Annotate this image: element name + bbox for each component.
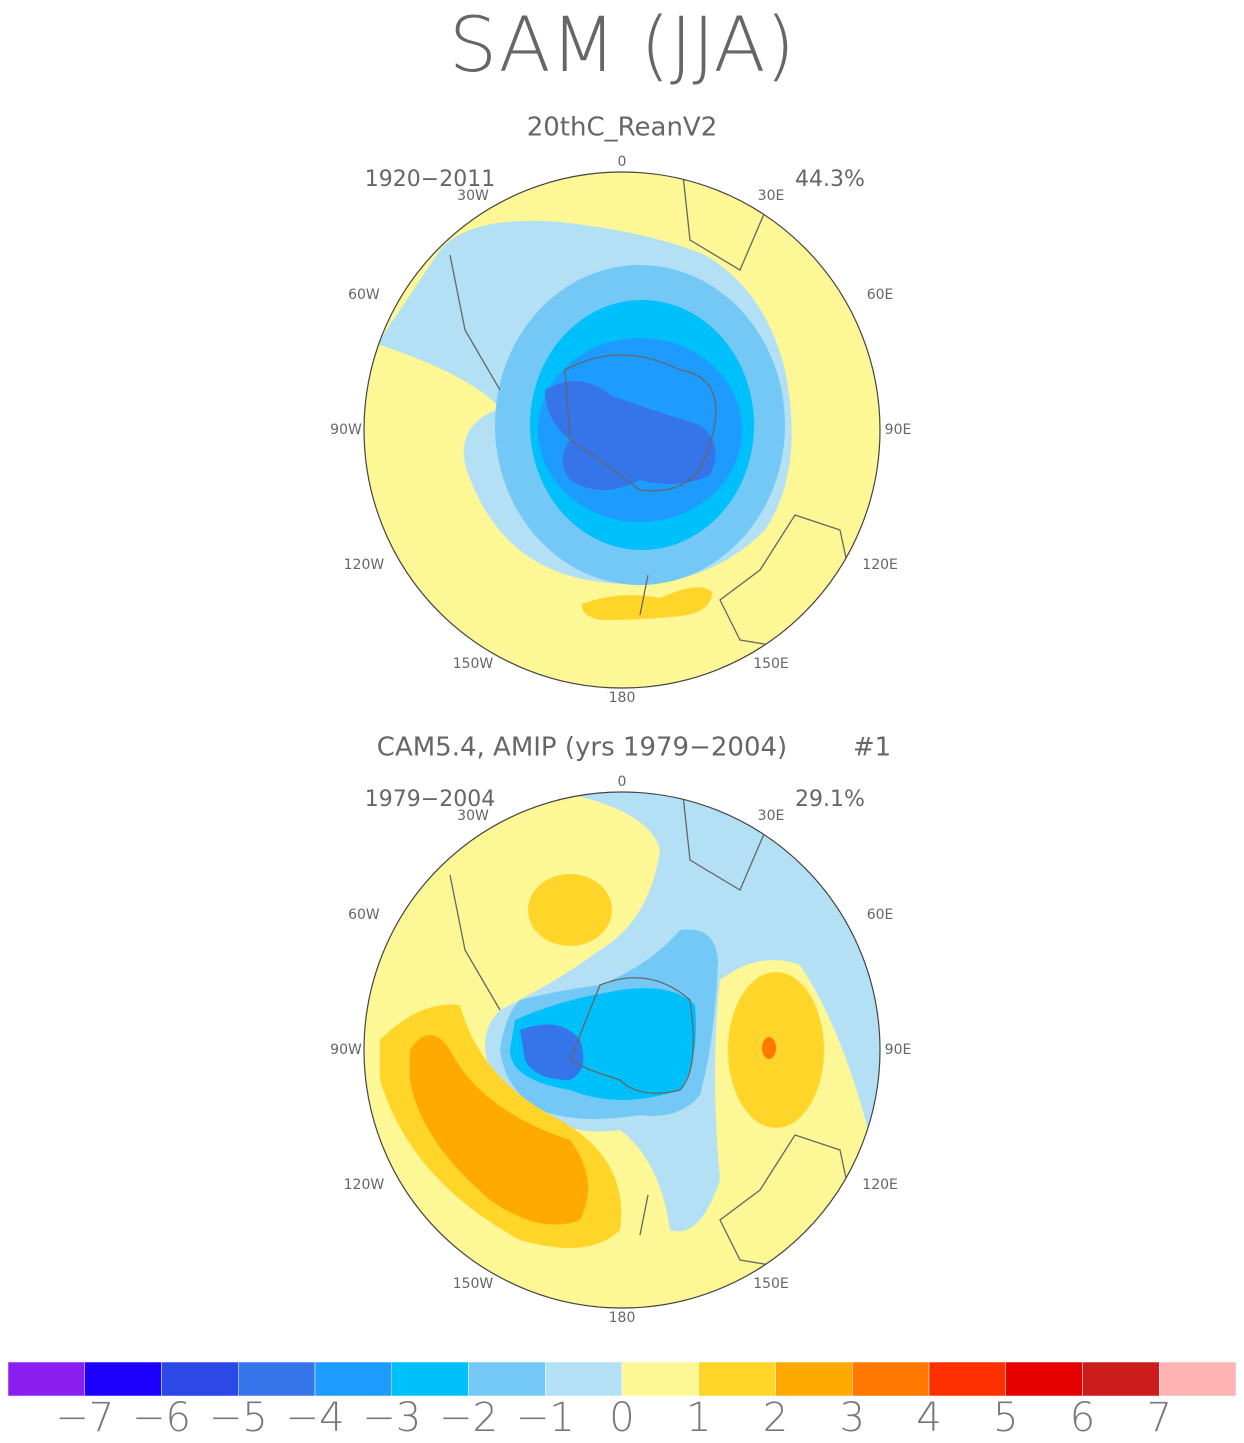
colorbar-label: 6 bbox=[1070, 1395, 1095, 1441]
longitude-label: 120W bbox=[344, 557, 385, 573]
colorbar-label: 4 bbox=[916, 1395, 941, 1441]
longitude-label: 60E bbox=[867, 287, 894, 303]
longitude-label: 120E bbox=[862, 1177, 898, 1193]
contour bbox=[728, 972, 824, 1128]
longitude-label: 150W bbox=[453, 1276, 494, 1292]
colorbar-label: −3 bbox=[362, 1395, 421, 1441]
longitude-label: 90E bbox=[885, 1042, 912, 1058]
contour bbox=[762, 1037, 776, 1059]
colorbar-label: −7 bbox=[55, 1395, 114, 1441]
longitude-label: 0 bbox=[618, 774, 627, 790]
colorbar-swatch bbox=[775, 1361, 853, 1397]
colorbar-label: −6 bbox=[132, 1395, 191, 1441]
longitude-label: 180 bbox=[609, 1310, 636, 1326]
contour bbox=[520, 1024, 584, 1080]
longitude-label: 60E bbox=[867, 907, 894, 923]
longitude-label: 30E bbox=[758, 808, 785, 824]
map-border bbox=[363, 171, 881, 689]
longitude-label: 90W bbox=[330, 422, 362, 438]
coastline bbox=[449, 794, 856, 1271]
colorbar-label: 0 bbox=[609, 1395, 634, 1441]
longitude-label: 90W bbox=[330, 1042, 362, 1058]
colorbar-label: −5 bbox=[209, 1395, 268, 1441]
contour bbox=[581, 587, 712, 620]
period-label: 1979−2004 bbox=[365, 787, 495, 812]
colorbar-swatch bbox=[1082, 1361, 1160, 1397]
longitude-label: 30W bbox=[457, 188, 489, 204]
coastline bbox=[449, 174, 856, 651]
longitude-label: 150E bbox=[753, 656, 789, 672]
colorbar-swatch bbox=[698, 1361, 776, 1397]
colorbar-label: 7 bbox=[1147, 1395, 1172, 1441]
longitude-label: 0 bbox=[618, 154, 627, 170]
colorbar-swatch bbox=[928, 1361, 1006, 1397]
colorbar-swatch bbox=[84, 1361, 162, 1397]
longitude-label: 120W bbox=[344, 1177, 385, 1193]
variance-label: 44.3% bbox=[795, 167, 865, 192]
colorbar: −7 −6 −5 −4 −3 −2 −1 0 1 2 3 4 5 6 7 bbox=[7, 1361, 1237, 1441]
colorbar-swatch bbox=[621, 1361, 699, 1397]
longitude-label: 180 bbox=[609, 690, 636, 706]
contour bbox=[545, 381, 716, 490]
longitude-label: 90E bbox=[885, 422, 912, 438]
colorbar-swatch bbox=[468, 1361, 546, 1397]
colorbar-swatch bbox=[7, 1361, 85, 1397]
variance-label: 29.1% bbox=[795, 787, 865, 812]
labels: 20thC_ReanV2 1920−2011 44.3% 0 30E 60E 90E 120E… bbox=[330, 113, 911, 1327]
longitude-label: 150W bbox=[453, 656, 494, 672]
colorbar-swatch bbox=[1005, 1361, 1083, 1397]
longitude-label: 60W bbox=[348, 287, 380, 303]
colorbar-swatch bbox=[391, 1361, 469, 1397]
contour bbox=[410, 1035, 588, 1225]
longitude-label: 120E bbox=[862, 557, 898, 573]
figure-title: SAM (JJA) bbox=[449, 0, 795, 89]
colorbar-label: 1 bbox=[686, 1395, 711, 1441]
longitude-label: 30W bbox=[457, 808, 489, 824]
longitude-label: 60W bbox=[348, 907, 380, 923]
colorbar-label: 3 bbox=[840, 1395, 865, 1441]
colorbar-label: 2 bbox=[763, 1395, 788, 1441]
colorbar-swatch bbox=[161, 1361, 239, 1397]
colorbar-swatch bbox=[852, 1361, 930, 1397]
run-label: #1 bbox=[853, 733, 891, 763]
map-border bbox=[363, 791, 881, 1309]
map-panel bbox=[363, 171, 881, 689]
colorbar-label: 5 bbox=[993, 1395, 1018, 1441]
colorbar-label: −1 bbox=[516, 1395, 575, 1441]
longitude-label: 150E bbox=[753, 1276, 789, 1292]
colorbar-label: −4 bbox=[286, 1395, 345, 1441]
panel-subtitle: CAM5.4, AMIP (yrs 1979−2004) bbox=[377, 733, 787, 763]
colorbar-swatch bbox=[545, 1361, 623, 1397]
colorbar-swatch bbox=[314, 1361, 392, 1397]
panel-subtitle: 20thC_ReanV2 bbox=[527, 113, 718, 143]
longitude-label: 30E bbox=[758, 188, 785, 204]
colorbar-swatch bbox=[1159, 1361, 1237, 1397]
contour bbox=[528, 874, 612, 946]
period-label: 1920−2011 bbox=[365, 167, 495, 192]
colorbar-swatch bbox=[238, 1361, 316, 1397]
map-panel bbox=[363, 791, 881, 1309]
colorbar-label: −2 bbox=[439, 1395, 498, 1441]
